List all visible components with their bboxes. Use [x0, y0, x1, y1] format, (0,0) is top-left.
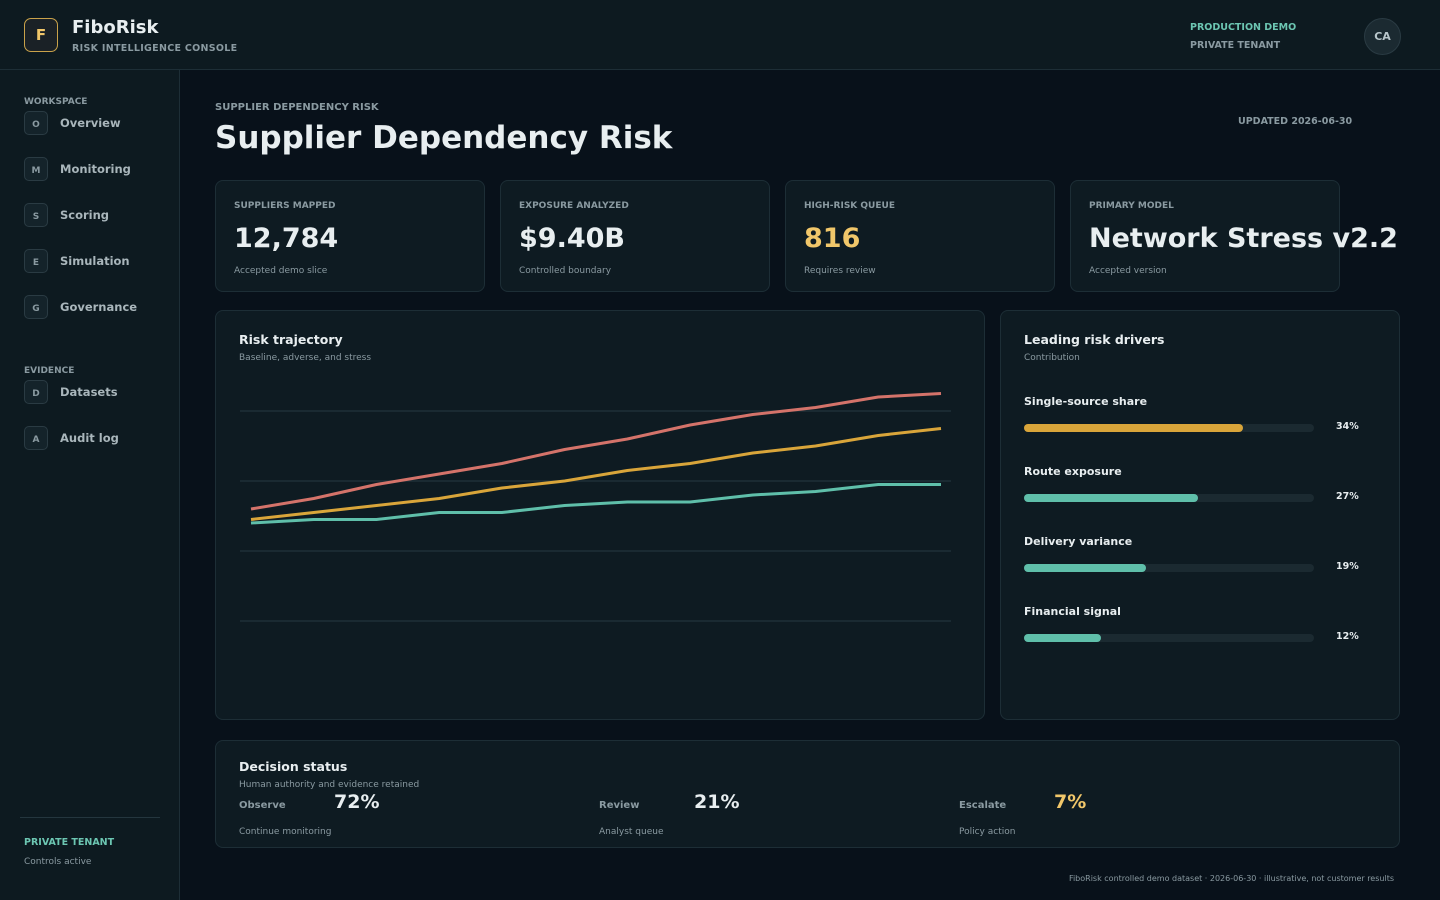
- tenant-note: Controls active: [24, 857, 92, 867]
- nav-label: Simulation: [60, 254, 130, 268]
- nav-label: Audit log: [60, 431, 119, 445]
- driver-bar: [1024, 564, 1147, 572]
- chart-title: Risk trajectory: [239, 332, 343, 347]
- driver-label: Financial signal: [1024, 605, 1121, 618]
- kpi-card: PRIMARY MODEL Network Stress v2.2 Accepted…: [1070, 180, 1398, 292]
- nav-label: Monitoring: [60, 162, 131, 176]
- decision-label: Observe: [239, 800, 286, 811]
- nav-icon: M: [24, 157, 48, 181]
- kpi-note: Accepted version: [1089, 266, 1167, 276]
- nav-item[interactable]: A Audit log: [24, 426, 119, 450]
- decision-label: Escalate: [959, 800, 1007, 811]
- kpi-value: 816: [804, 223, 861, 254]
- tagline: RISK INTELLIGENCE CONSOLE: [72, 43, 238, 54]
- nav-icon: A: [24, 426, 48, 450]
- driver-value: 27%: [1336, 491, 1359, 502]
- tenant-label: PRIVATE TENANT: [24, 837, 115, 848]
- nav-label: Governance: [60, 300, 138, 314]
- kpi-label: PRIMARY MODEL: [1089, 201, 1174, 211]
- nav-item[interactable]: D Datasets: [24, 380, 118, 404]
- decision-note: Analyst queue: [599, 827, 664, 837]
- decision-card: Decision status Human authority and evid…: [215, 740, 1400, 848]
- nav-label: Overview: [60, 116, 121, 130]
- section-title: EVIDENCE: [24, 366, 75, 376]
- nav-icon: O: [24, 111, 48, 135]
- brand: FiboRisk: [72, 17, 159, 38]
- divider: [20, 817, 160, 818]
- trajectory-card: Risk trajectory Baseline, adverse, and s…: [215, 310, 985, 720]
- logo: F: [24, 18, 58, 52]
- decision-value: 7%: [1054, 791, 1087, 813]
- updated: UPDATED 2026-06-30: [1238, 116, 1353, 127]
- driver-bar: [1024, 634, 1102, 642]
- driver-value: 12%: [1336, 631, 1359, 642]
- kpi-value: $9.40B: [519, 223, 625, 254]
- drivers-card: Leading risk drivers Contribution Single…: [1000, 310, 1400, 720]
- decision-subtitle: Human authority and evidence retained: [239, 780, 420, 790]
- line-chart: [240, 392, 951, 622]
- nav-item[interactable]: E Simulation: [24, 249, 130, 273]
- driver-bar: [1024, 494, 1198, 502]
- kpi-card: HIGH-RISK QUEUE 816 Requires review: [785, 180, 1055, 292]
- kpi-label: EXPOSURE ANALYZED: [519, 201, 629, 211]
- kpi-label: HIGH-RISK QUEUE: [804, 201, 895, 211]
- driver-track: [1024, 564, 1314, 572]
- nav-item[interactable]: G Governance: [24, 295, 137, 319]
- nav-item[interactable]: M Monitoring: [24, 157, 131, 181]
- decision-note: Continue monitoring: [239, 827, 332, 837]
- driver-label: Delivery variance: [1024, 535, 1133, 548]
- chart-subtitle: Contribution: [1024, 353, 1080, 363]
- nav-icon: D: [24, 380, 48, 404]
- decision-label: Review: [599, 800, 640, 811]
- chart-subtitle: Baseline, adverse, and stress: [239, 353, 372, 363]
- nav-item[interactable]: O Overview: [24, 111, 121, 135]
- top-bar: F FiboRisk RISK INTELLIGENCE CONSOLE PRO…: [0, 0, 1440, 70]
- kpi-note: Controlled boundary: [519, 266, 612, 276]
- footer-note: FiboRisk controlled demo dataset · 2026-…: [1068, 874, 1394, 883]
- kpi-value: Network Stress v2.2: [1089, 223, 1398, 254]
- series-line: [250, 392, 942, 511]
- eyebrow: SUPPLIER DEPENDENCY RISK: [215, 102, 379, 113]
- kpi-card: EXPOSURE ANALYZED $9.40B Controlled bounda…: [500, 180, 770, 292]
- driver-label: Route exposure: [1024, 465, 1122, 478]
- nav-icon: G: [24, 295, 48, 319]
- decision-value: 72%: [334, 791, 380, 813]
- decision-value: 21%: [694, 791, 740, 813]
- driver-bar: [1024, 424, 1244, 432]
- chart-title: Leading risk drivers: [1024, 332, 1165, 347]
- nav-label: Datasets: [60, 385, 118, 399]
- avatar[interactable]: CA: [1364, 18, 1401, 55]
- series-line: [250, 483, 941, 525]
- nav-label: Scoring: [60, 208, 110, 222]
- decision-note: Policy action: [959, 827, 1016, 837]
- nav-icon: E: [24, 249, 48, 273]
- sidebar: PRIVATE TENANT Controls active WORKSPACE…: [0, 70, 180, 900]
- tenant: PRIVATE TENANT: [1190, 40, 1281, 51]
- kpi-value: 12,784: [234, 223, 339, 254]
- section-title: WORKSPACE: [24, 97, 88, 107]
- environment: PRODUCTION DEMO: [1190, 22, 1297, 33]
- kpi-label: SUPPLIERS MAPPED: [234, 201, 336, 211]
- nav-icon: S: [24, 203, 48, 227]
- series-line: [250, 427, 942, 521]
- decision-title: Decision status: [239, 759, 348, 774]
- kpi-card: SUPPLIERS MAPPED 12,784 Accepted demo slic…: [215, 180, 485, 292]
- nav-item[interactable]: S Scoring: [24, 203, 109, 227]
- kpi-note: Accepted demo slice: [234, 266, 328, 276]
- kpi-note: Requires review: [804, 266, 876, 276]
- driver-track: [1024, 634, 1314, 642]
- driver-value: 19%: [1336, 561, 1359, 572]
- driver-value: 34%: [1336, 421, 1359, 432]
- page-title: Supplier Dependency Risk: [215, 120, 673, 156]
- driver-label: Single-source share: [1024, 395, 1148, 408]
